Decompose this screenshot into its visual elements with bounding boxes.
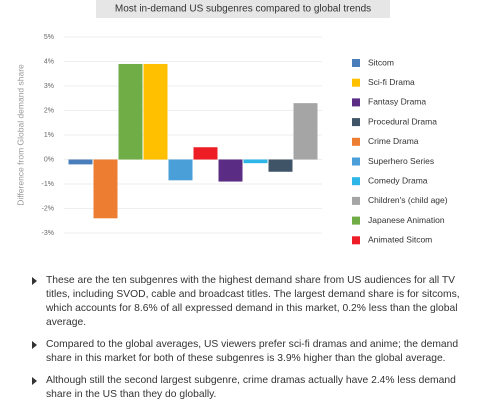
note: Although still the second largest subgen… (30, 374, 470, 402)
legend-label: Japanese Animation (368, 215, 445, 225)
bar (118, 63, 143, 160)
legend-label: Children's (child age) (368, 195, 448, 205)
legend-swatch (352, 137, 360, 146)
title-box (96, 0, 390, 18)
y-tick-label: -1% (42, 181, 54, 188)
legend-label: Crime Drama (368, 136, 419, 146)
note: These are the ten subgenres with the hig… (30, 274, 470, 330)
bar (218, 159, 243, 182)
legend-swatch (352, 157, 360, 166)
legend-label: Superhero Series (368, 156, 434, 166)
y-tick-label: 3% (44, 83, 54, 90)
legend-swatch (352, 236, 360, 245)
bar (143, 63, 168, 160)
bar (93, 159, 118, 219)
notes: These are the ten subgenres with the hig… (30, 274, 470, 410)
legend-label: Sci-fi Drama (368, 77, 415, 87)
bar (268, 159, 293, 172)
legend-label: Fantasy Drama (368, 97, 426, 107)
legend-swatch (352, 196, 360, 205)
y-tick-label: 4% (44, 58, 54, 65)
y-tick-label: 2% (44, 107, 54, 114)
y-tick-label: -3% (42, 230, 54, 237)
legend-swatch (352, 118, 360, 127)
y-tick-label: -2% (42, 205, 54, 212)
note: Compared to the global averages, US view… (30, 338, 470, 366)
legend-label: Procedural Drama (368, 116, 437, 126)
bar (193, 147, 218, 160)
bar (243, 159, 268, 164)
bar (168, 159, 193, 181)
y-tick-label: 1% (44, 132, 54, 139)
legend-swatch (352, 177, 360, 186)
legend-swatch (352, 216, 360, 225)
chart: Most in-demand US subgenres compared to … (15, 0, 448, 245)
bar (68, 159, 93, 165)
legend-label: Comedy Drama (368, 175, 428, 185)
y-tick-label: 0% (44, 156, 54, 163)
legend-swatch (352, 59, 360, 67)
legend-label: Animated Sitcom (368, 235, 432, 245)
y-tick-label: 5% (44, 34, 54, 41)
chart-title: Most in-demand US subgenres compared to … (115, 4, 371, 15)
legend-label: Sitcom (368, 57, 394, 67)
bar (293, 103, 318, 160)
legend-swatch (352, 78, 360, 87)
legend-swatch (352, 98, 360, 107)
y-axis-label: Difference from Global demand share (15, 64, 25, 206)
